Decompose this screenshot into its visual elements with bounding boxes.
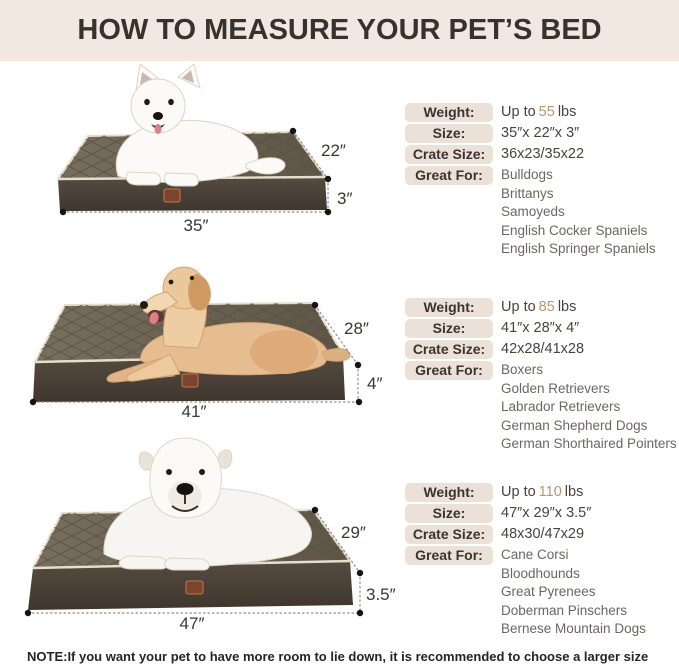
breed-item: Bulldogs [501, 167, 553, 182]
crate-size-value: 42x28/41x28 [501, 341, 585, 357]
header-band: HOW TO MEASURE YOUR PET’S BED [0, 0, 679, 61]
bed-illustration-small: 22″ 3″ 35″ [57, 64, 352, 235]
breed-item: Boxers [501, 362, 544, 377]
dim-depth-label: 29″ [341, 523, 366, 542]
breed-item: English Cocker Spaniels [501, 222, 648, 238]
spec-list-large: Weight: Up to 110 lbs Size: 47″x 29″x 3.5″… [405, 483, 673, 641]
breed-item: Doberman Pinschers [501, 602, 628, 618]
weight-label-pill: Weight: [405, 483, 493, 502]
crate-size-label-pill: Crate Size: [405, 145, 493, 164]
crate-size-label-pill: Crate Size: [405, 340, 493, 359]
size-row: Size: 41″x 28″x 4″ [405, 319, 673, 338]
breed-item: Cane Corsi [501, 547, 569, 562]
weight-label-pill: Weight: [405, 103, 493, 122]
size-label-pill: Size: [405, 319, 493, 338]
brand-logo [163, 188, 181, 203]
breed-item: Brittanys [501, 185, 554, 201]
page-title: HOW TO MEASURE YOUR PET’S BED [77, 14, 602, 46]
crate-size-value: 48x30/47x29 [501, 526, 585, 542]
size-label-pill: Size: [405, 504, 493, 523]
size-label-pill: Size: [405, 124, 493, 143]
crate-size-value: 36x23/35x22 [501, 146, 585, 162]
crate-size-row: Crate Size: 42x28/41x28 [405, 340, 673, 359]
breed-item: Samoyeds [501, 204, 565, 220]
weight-number: 55 [538, 104, 555, 120]
breed-list: Boxers Golden Retrievers Labrador Retrie… [501, 361, 677, 454]
breed-item: Labrador Retrievers [501, 399, 621, 415]
breed-list: Cane Corsi Bloodhounds Great Pyrenees Do… [501, 546, 646, 639]
weight-row: Weight: Up to 85 lbs [405, 298, 673, 317]
dimension-annotations-large: 29″ 3.5″ 47″ [24, 506, 396, 633]
white-mountain-dog-illustration [103, 437, 312, 571]
great-for-row: Great For: Cane Corsi Bloodhounds Great … [405, 546, 673, 639]
weight-row: Weight: Up to 55 lbs [405, 103, 673, 122]
weight-value: Up to 55 lbs [501, 104, 577, 120]
size-value: 35″x 22″x 3″ [501, 125, 580, 141]
crate-size-row: Crate Size: 48x30/47x29 [405, 525, 673, 544]
size-value: 47″x 29″x 3.5″ [501, 505, 592, 521]
size-row: Size: 47″x 29″x 3.5″ [405, 504, 673, 523]
weight-label-pill: Weight: [405, 298, 493, 317]
weight-number: 110 [538, 484, 562, 500]
dim-depth-label: 22″ [321, 141, 346, 160]
size-value: 41″x 28″x 4″ [501, 320, 580, 336]
crate-size-row: Crate Size: 36x23/35x22 [405, 145, 673, 164]
breed-item: Great Pyrenees [501, 584, 596, 600]
breed-list: Bulldogs Brittanys Samoyeds English Cock… [501, 166, 656, 259]
dim-height-label: 3.5″ [366, 585, 396, 604]
breed-item: Golden Retrievers [501, 380, 610, 396]
brand-logo [185, 580, 204, 595]
golden-retriever-illustration [106, 266, 351, 383]
great-for-row: Great For: Bulldogs Brittanys Samoyeds E… [405, 166, 673, 259]
dim-width-label: 35″ [184, 216, 209, 235]
breed-item: Bernese Mountain Dogs [501, 621, 646, 637]
weight-number: 85 [538, 299, 555, 315]
great-for-row: Great For: Boxers Golden Retrievers Labr… [405, 361, 677, 454]
dim-height-label: 4″ [367, 374, 382, 393]
weight-row: Weight: Up to 110 lbs [405, 483, 673, 502]
spec-list-medium: Weight: Up to 85 lbs Size: 41″x 28″x 4″ Cr… [405, 298, 677, 456]
dim-height-label: 3″ [337, 189, 352, 208]
dim-depth-label: 28″ [344, 319, 369, 338]
spec-list-small: Weight: Up to 55 lbs Size: 35″x 22″x 3″ Cr… [405, 103, 673, 261]
size-row: Size: 35″x 22″x 3″ [405, 124, 673, 143]
dim-width-label: 47″ [180, 614, 205, 633]
footer-note: NOTE:If you want your pet to have more r… [27, 649, 649, 664]
bed-illustration-medium: 28″ 4″ 41″ [29, 266, 382, 421]
breed-item: English Springer Spaniels [501, 241, 656, 257]
great-for-label-pill: Great For: [405, 546, 493, 565]
breed-item: German Shepherd Dogs [501, 417, 648, 433]
great-for-label-pill: Great For: [405, 166, 493, 185]
samoyed-dog-illustration [115, 64, 286, 187]
weight-value: Up to 85 lbs [501, 299, 577, 315]
crate-size-label-pill: Crate Size: [405, 525, 493, 544]
brand-logo [181, 373, 199, 388]
dimension-annotations-medium: 28″ 4″ 41″ [29, 301, 382, 421]
bed-illustration-large: 29″ 3.5″ 47″ [24, 437, 396, 633]
great-for-label-pill: Great For: [405, 361, 493, 380]
breed-item: Bloodhounds [501, 565, 580, 581]
weight-value: Up to 110 lbs [501, 484, 584, 500]
dim-width-label: 41″ [182, 402, 207, 421]
dimension-annotations-small: 22″ 3″ 35″ [59, 127, 352, 235]
breed-item: German Shorthaired Pointers [501, 436, 677, 452]
